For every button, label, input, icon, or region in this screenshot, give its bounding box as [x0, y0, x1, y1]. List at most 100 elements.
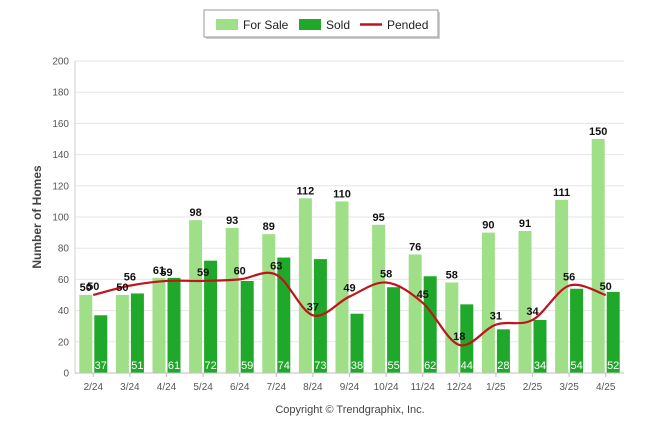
label-sold: 74: [278, 360, 290, 372]
label-pended: 37: [307, 301, 319, 313]
label-pended: 31: [490, 311, 502, 323]
bar-sold: [94, 315, 108, 373]
label-pended: 59: [160, 267, 172, 279]
label-for-sale: 93: [226, 215, 238, 227]
bar-sold: [533, 319, 547, 373]
bar-sold: [570, 288, 584, 373]
bar-sold: [204, 260, 218, 373]
label-sold: 38: [351, 360, 363, 372]
bar-sold: [496, 329, 510, 373]
bar-sold: [423, 276, 437, 373]
label-pended: 49: [343, 283, 355, 295]
y-tick-label: 40: [58, 306, 70, 317]
label-sold: 73: [314, 360, 326, 372]
bar-for-sale: [115, 295, 129, 373]
legend: For Sale Sold Pended: [203, 9, 440, 39]
bar-sold: [240, 280, 254, 373]
bar-for-sale: [335, 201, 349, 373]
label-pended: 59: [197, 267, 209, 279]
bar-sold: [350, 313, 364, 373]
bar-sold: [387, 287, 401, 373]
y-tick-label: 80: [58, 244, 70, 255]
label-sold: 54: [570, 360, 582, 372]
y-tick-label: 60: [58, 275, 70, 286]
label-for-sale: 76: [409, 241, 421, 253]
label-sold: 59: [241, 360, 253, 372]
label-for-sale: 150: [589, 126, 607, 138]
bar-sold: [460, 304, 474, 373]
bar-for-sale: [518, 231, 532, 373]
x-tick-label: 1/25: [486, 382, 506, 393]
legend-swatch-sold: [299, 19, 321, 30]
bar-sold: [130, 293, 144, 373]
label-pended: 63: [270, 261, 282, 273]
y-tick-label: 180: [52, 88, 69, 99]
label-sold: 34: [534, 360, 546, 372]
label-sold: 55: [387, 360, 399, 372]
legend-label-for-sale: For Sale: [243, 18, 289, 32]
bar-for-sale: [189, 220, 203, 373]
label-for-sale: 90: [482, 220, 494, 232]
x-tick-label: 3/24: [120, 382, 140, 393]
bar-for-sale: [262, 234, 276, 373]
bar-sold: [277, 257, 291, 373]
x-tick-label: 7/24: [267, 382, 287, 393]
y-axis: 0 20 40 60 80 100 120 140 160 180 200: [52, 57, 76, 380]
bar-for-sale: [152, 277, 166, 373]
y-tick-label: 20: [58, 337, 70, 348]
y-tick-label: 100: [52, 213, 69, 224]
y-tick-label: 0: [63, 369, 69, 380]
label-for-sale: 110: [333, 188, 351, 200]
x-tick-label: 4/24: [157, 382, 177, 393]
legend-label-sold: Sold: [326, 18, 350, 32]
label-for-sale: 111: [553, 187, 570, 199]
label-sold: 52: [607, 360, 619, 372]
bar-for-sale: [445, 282, 459, 373]
label-pended: 56: [563, 272, 575, 284]
x-tick-label: 4/25: [596, 382, 616, 393]
label-pended: 45: [417, 289, 429, 301]
label-pended: 50: [600, 281, 612, 293]
label-pended: 18: [453, 331, 465, 343]
label-for-sale: 112: [297, 185, 315, 197]
bar-for-sale: [408, 254, 422, 373]
label-pended: 50: [87, 281, 99, 293]
x-tick-label: 12/24: [447, 382, 472, 393]
bar-for-sale: [225, 227, 239, 373]
legend-swatch-for-sale: [216, 19, 238, 30]
x-tick-label: 8/24: [303, 382, 323, 393]
y-axis-label: Number of Homes: [30, 165, 44, 269]
x-tick-label: 6/24: [230, 382, 250, 393]
bar-for-sale: [591, 139, 605, 373]
y-tick-label: 200: [52, 57, 69, 68]
label-sold: 61: [168, 360, 180, 372]
label-sold: 62: [424, 360, 436, 372]
x-tick-label: 10/24: [374, 382, 399, 393]
x-tick-label: 3/25: [559, 382, 579, 393]
label-for-sale: 89: [263, 221, 275, 233]
bar-for-sale: [481, 232, 495, 373]
grid-lines: [75, 60, 624, 374]
copyright-text: Copyright © Trendgraphix, Inc.: [275, 404, 424, 416]
x-tick-label: 5/24: [193, 382, 213, 393]
label-for-sale: 61: [153, 265, 165, 277]
x-tick-label: 11/24: [411, 382, 436, 393]
label-pended: 58: [380, 269, 392, 281]
bar-for-sale: [555, 199, 569, 373]
bar-for-sale: [298, 198, 312, 373]
label-sold: 37: [95, 360, 107, 372]
pended-line-path: [93, 271, 607, 347]
label-sold: 28: [497, 360, 509, 372]
x-tick-label: 2/24: [84, 382, 104, 393]
bars: [79, 139, 620, 373]
x-tick-label: 9/24: [340, 382, 360, 393]
pended-line: [93, 271, 607, 347]
label-for-sale: 91: [519, 218, 531, 230]
label-for-sale: 50: [80, 282, 92, 294]
bar-sold: [606, 291, 620, 373]
x-axis: 2/24 3/24 4/24 5/24 6/24 7/24 8/24 9/24 10/24 11/…: [75, 372, 624, 393]
label-sold: 51: [131, 360, 143, 372]
label-for-sale: 95: [372, 212, 384, 224]
y-tick-label: 120: [52, 181, 69, 192]
